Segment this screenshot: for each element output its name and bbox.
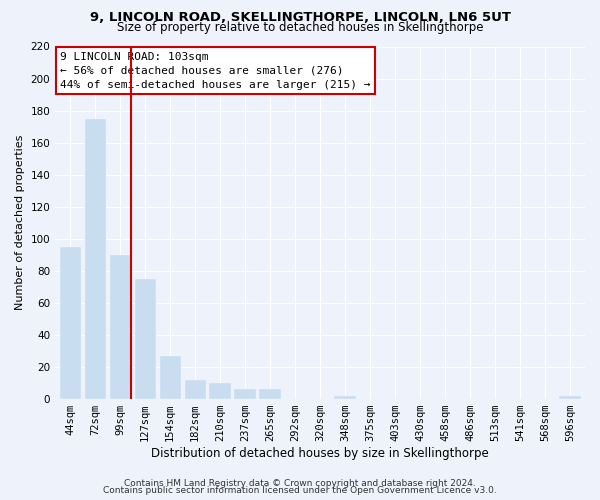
Bar	[59, 247, 81, 399]
Text: 9 LINCOLN ROAD: 103sqm
← 56% of detached houses are smaller (276)
44% of semi-de: 9 LINCOLN ROAD: 103sqm ← 56% of detached…	[61, 52, 371, 90]
Text: Contains public sector information licensed under the Open Government Licence v3: Contains public sector information licen…	[103, 486, 497, 495]
Bar	[235, 390, 256, 399]
Bar	[85, 118, 106, 399]
X-axis label: Distribution of detached houses by size in Skellingthorpe: Distribution of detached houses by size …	[151, 447, 489, 460]
Bar	[259, 390, 281, 399]
Text: 9, LINCOLN ROAD, SKELLINGTHORPE, LINCOLN, LN6 5UT: 9, LINCOLN ROAD, SKELLINGTHORPE, LINCOLN…	[89, 11, 511, 24]
Bar	[209, 383, 231, 399]
Bar	[334, 396, 356, 399]
Y-axis label: Number of detached properties: Number of detached properties	[15, 135, 25, 310]
Bar	[559, 396, 581, 399]
Text: Contains HM Land Registry data © Crown copyright and database right 2024.: Contains HM Land Registry data © Crown c…	[124, 478, 476, 488]
Bar	[110, 255, 131, 399]
Text: Size of property relative to detached houses in Skellingthorpe: Size of property relative to detached ho…	[117, 21, 483, 34]
Bar	[134, 279, 156, 399]
Bar	[160, 356, 181, 399]
Bar	[185, 380, 206, 399]
